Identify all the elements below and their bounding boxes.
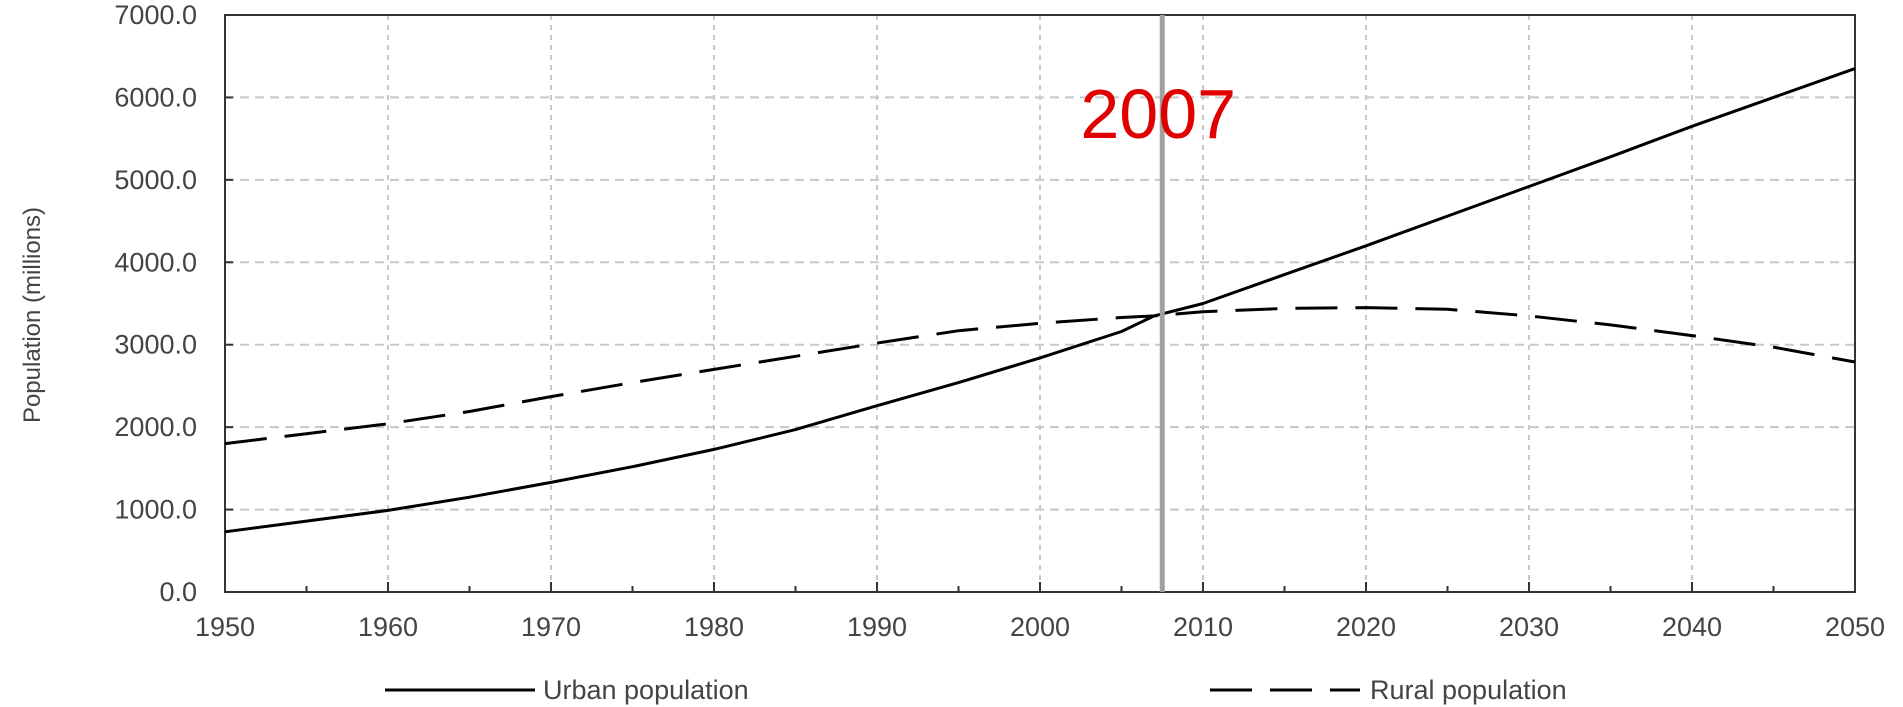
- x-tick-label: 2000: [1010, 612, 1070, 642]
- tick-labels: 1950 1960 1970 1980 1990 2000 2010 2020 2030 2040…: [114, 0, 1885, 642]
- x-tick-label: 2040: [1662, 612, 1722, 642]
- x-tick-label: 1970: [521, 612, 581, 642]
- y-tick-label: 6000.0: [114, 82, 197, 112]
- y-tick-label: 3000.0: [114, 330, 197, 360]
- x-tick-label: 1960: [358, 612, 418, 642]
- legend: Urban population Rural population: [385, 675, 1567, 705]
- x-tick-label: 2010: [1173, 612, 1233, 642]
- y-tick-label: 4000.0: [114, 247, 197, 277]
- x-tick-label: 1950: [195, 612, 255, 642]
- x-tick-label: 1980: [684, 612, 744, 642]
- y-tick-label: 0.0: [159, 577, 197, 607]
- annotations: 2007: [1080, 15, 1236, 592]
- x-tick-label: 2030: [1499, 612, 1559, 642]
- series-lines: [224, 67, 1856, 534]
- year-marker-label: 2007: [1080, 75, 1236, 153]
- rural-population-line: [224, 306, 1856, 446]
- urban-population-line: [224, 67, 1856, 534]
- y-axis-label: Population (millions): [19, 207, 46, 423]
- grid: [225, 15, 1855, 592]
- y-tick-label: 7000.0: [114, 0, 197, 30]
- y-tick-label: 5000.0: [114, 165, 197, 195]
- x-tick-label: 2050: [1825, 612, 1885, 642]
- legend-label: Urban population: [543, 675, 749, 705]
- x-tick-label: 2020: [1336, 612, 1396, 642]
- legend-label: Rural population: [1370, 675, 1567, 705]
- axes: [224, 14, 1856, 593]
- y-tick-label: 1000.0: [114, 495, 197, 525]
- x-tick-label: 1990: [847, 612, 907, 642]
- y-tick-label: 2000.0: [114, 412, 197, 442]
